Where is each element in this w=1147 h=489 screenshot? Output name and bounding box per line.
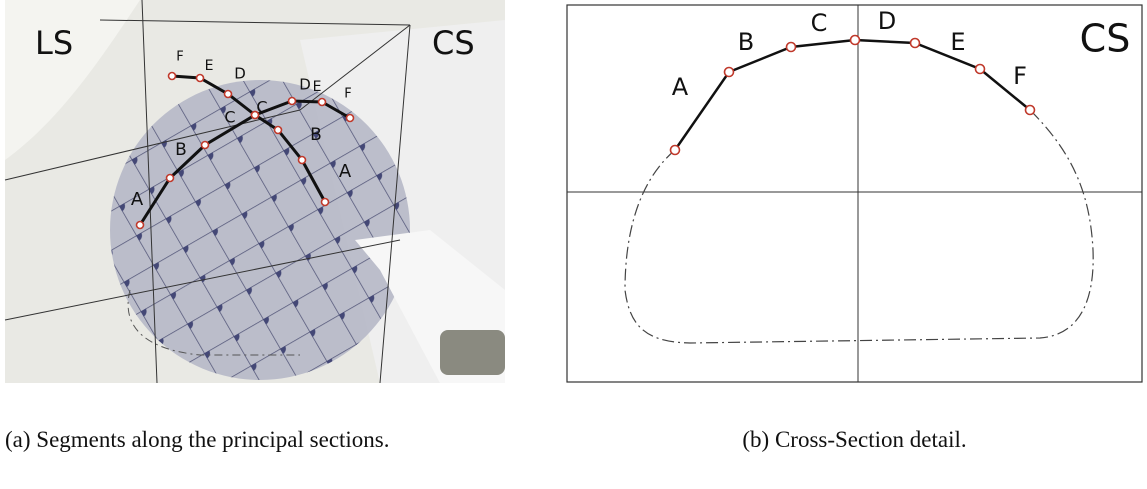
segment-label: B: [175, 140, 187, 160]
segment-label: C: [811, 9, 828, 37]
point: [849, 34, 861, 46]
point: [317, 97, 327, 107]
cross-section-diagram: [566, 4, 1143, 383]
segment-label: E: [205, 58, 214, 74]
segment-label: B: [738, 28, 754, 56]
point: [287, 96, 297, 106]
segment-label: D: [299, 76, 311, 94]
point: [320, 197, 330, 207]
segment-label: B: [310, 125, 322, 145]
caption-b: (b) Cross-Section detail.: [742, 427, 967, 452]
point: [345, 113, 355, 123]
point: [1024, 104, 1036, 116]
point: [135, 220, 145, 230]
point: [223, 89, 233, 99]
point: [669, 144, 681, 156]
diagram-title: CS: [1080, 17, 1131, 61]
point: [273, 125, 283, 135]
point: [250, 110, 260, 120]
segment-label: C: [256, 98, 267, 117]
point: [195, 73, 205, 83]
segment-label: E: [950, 28, 965, 56]
segment-label: D: [878, 7, 896, 35]
plane-label: LS: [35, 24, 73, 62]
caption-a: (a) Segments along the principal section…: [5, 427, 390, 452]
segment-label: A: [131, 189, 144, 210]
segment-label: F: [1013, 62, 1027, 90]
point: [165, 173, 175, 183]
plane-label: CS: [432, 24, 475, 62]
segment-label: C: [224, 108, 235, 127]
point: [297, 155, 307, 165]
point: [167, 71, 177, 81]
point: [785, 41, 797, 53]
segment-label: D: [234, 65, 246, 83]
segment-label: F: [344, 87, 351, 102]
point: [974, 63, 986, 75]
segment-label: A: [339, 161, 352, 182]
segment-label: F: [176, 50, 183, 65]
point: [723, 66, 735, 78]
segment-label: E: [313, 79, 322, 95]
point: [909, 37, 921, 49]
photo: [4, 0, 505, 384]
segment-label: A: [672, 73, 689, 101]
point: [200, 140, 210, 150]
